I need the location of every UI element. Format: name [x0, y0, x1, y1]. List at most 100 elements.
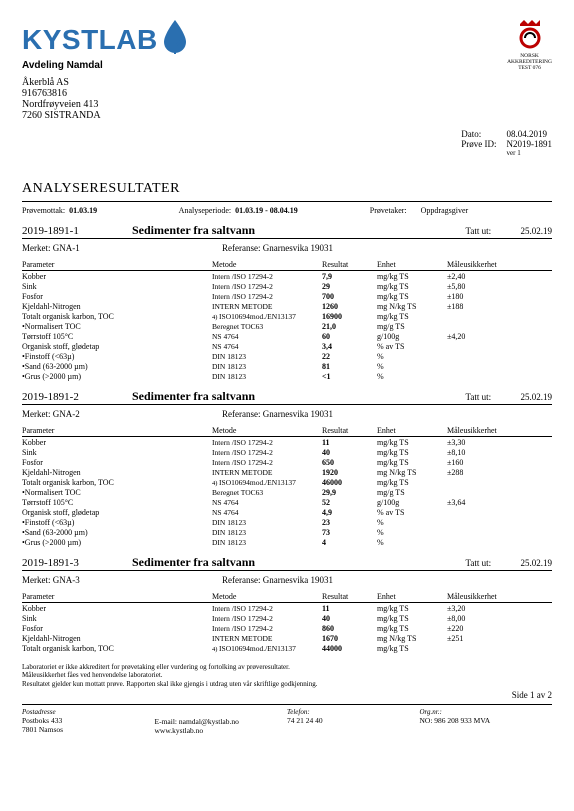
cell-unit: %: [377, 371, 447, 381]
cell-parameter: •Finstoff (<63µ): [22, 517, 212, 527]
col-parameter: Parameter: [22, 591, 212, 603]
table-row: SinkIntern /ISO 17294-240mg/kg TS±8,00: [22, 613, 552, 623]
cell-uncertainty: ±288: [447, 467, 552, 477]
cell-uncertainty: ±160: [447, 457, 552, 467]
cell-uncertainty: [447, 537, 552, 547]
footnote-2: Måleusikkerhet fåes ved henvendelse labo…: [22, 671, 552, 679]
cell-unit: g/100g: [377, 331, 447, 341]
table-row: SinkIntern /ISO 17294-240mg/kg TS±8,10: [22, 447, 552, 457]
cell-method: DIN 18123: [212, 537, 322, 547]
analysis-header-row: Prøvemottak: 01.03.19 Analyseperiode: 01…: [22, 206, 552, 215]
cell-result: 81: [322, 361, 377, 371]
cell-result: 860: [322, 623, 377, 633]
cell-unit: mg/kg TS: [377, 623, 447, 633]
cell-uncertainty: [447, 643, 552, 653]
col-enhet: Enhet: [377, 425, 447, 437]
cell-result: 29: [322, 281, 377, 291]
footnote-3: Resultatet gjelder kun mottatt prøve. Ra…: [22, 680, 552, 688]
referanse: Referanse: Gnarnesvika 19031: [222, 409, 333, 419]
table-row: Totalt organisk karbon, TOC4) ISO10694mo…: [22, 311, 552, 321]
cell-result: 22: [322, 351, 377, 361]
cell-method: NS 4764: [212, 507, 322, 517]
table-row: Totalt organisk karbon, TOC4) ISO10694mo…: [22, 477, 552, 487]
table-row: Tørrstoff 105°CNS 476460g/100g±4,20: [22, 331, 552, 341]
meta-version: ver 1: [507, 149, 553, 157]
cell-method: Intern /ISO 17294-2: [212, 437, 322, 448]
sample-title: Sedimenter fra saltvann: [132, 223, 466, 238]
table-row: Organisk stoff, glødetapNS 47644,9% av T…: [22, 507, 552, 517]
company-name: KYSTLAB: [22, 24, 158, 56]
table-row: •Sand (63-2000 µm)DIN 1812381%: [22, 361, 552, 371]
cell-method: NS 4764: [212, 331, 322, 341]
cell-method: NS 4764: [212, 497, 322, 507]
cell-unit: mg/kg TS: [377, 457, 447, 467]
cell-uncertainty: [447, 321, 552, 331]
cell-unit: mg/kg TS: [377, 271, 447, 282]
col-usikkerhet: Måleusikkerhet: [447, 591, 552, 603]
cell-parameter: Kobber: [22, 271, 212, 282]
cell-parameter: Kjeldahl-Nitrogen: [22, 301, 212, 311]
cell-parameter: Fosfor: [22, 623, 212, 633]
cell-parameter: •Sand (63-2000 µm): [22, 361, 212, 371]
cell-uncertainty: [447, 517, 552, 527]
cell-uncertainty: ±8,00: [447, 613, 552, 623]
cell-result: 7,9: [322, 271, 377, 282]
cell-method: Intern /ISO 17294-2: [212, 603, 322, 614]
table-row: •Finstoff (<63µ)DIN 1812323%: [22, 517, 552, 527]
cell-uncertainty: [447, 351, 552, 361]
cell-unit: %: [377, 361, 447, 371]
cell-method: DIN 18123: [212, 351, 322, 361]
cell-uncertainty: [447, 507, 552, 517]
cell-parameter: •Normalisert TOC: [22, 321, 212, 331]
recipient-block: Åkerblå AS 916763816 Nordfrøyveien 413 7…: [22, 77, 192, 121]
footer-tel-h: Telefon:: [287, 708, 420, 716]
crown-icon: [515, 18, 545, 52]
cell-method: DIN 18123: [212, 527, 322, 537]
taker-label: Prøvetaker:: [370, 206, 407, 215]
cell-unit: mg N/kg TS: [377, 301, 447, 311]
cell-result: 650: [322, 457, 377, 467]
cell-parameter: Sink: [22, 281, 212, 291]
cell-method: DIN 18123: [212, 517, 322, 527]
cell-result: 40: [322, 613, 377, 623]
cell-uncertainty: ±220: [447, 623, 552, 633]
cell-unit: %: [377, 517, 447, 527]
cell-uncertainty: [447, 311, 552, 321]
col-usikkerhet: Måleusikkerhet: [447, 259, 552, 271]
col-resultat: Resultat: [322, 425, 377, 437]
table-row: Organisk stoff, glødetapNS 47643,4% av T…: [22, 341, 552, 351]
table-row: •Grus (>2000 µm)DIN 18123<1%: [22, 371, 552, 381]
cell-unit: % av TS: [377, 507, 447, 517]
sample-id: 2019-1891-1: [22, 225, 132, 237]
cell-uncertainty: ±4,20: [447, 331, 552, 341]
cell-parameter: Kobber: [22, 437, 212, 448]
col-parameter: Parameter: [22, 425, 212, 437]
cell-result: 60: [322, 331, 377, 341]
cell-parameter: •Grus (>2000 µm): [22, 371, 212, 381]
cell-method: DIN 18123: [212, 371, 322, 381]
cell-method: Intern /ISO 17294-2: [212, 291, 322, 301]
department: Avdeling Namdal: [22, 60, 192, 71]
cell-parameter: Sink: [22, 447, 212, 457]
cell-unit: % av TS: [377, 341, 447, 351]
cell-unit: mg/kg TS: [377, 477, 447, 487]
col-resultat: Resultat: [322, 259, 377, 271]
cell-method: Intern /ISO 17294-2: [212, 623, 322, 633]
recipient-addr1: Nordfrøyveien 413: [22, 99, 192, 110]
tatt-label: Tatt ut:: [466, 226, 521, 236]
cell-unit: mg/kg TS: [377, 447, 447, 457]
footer-org: NO: 986 208 933 MVA: [420, 716, 553, 725]
sample-id: 2019-1891-2: [22, 391, 132, 403]
cell-result: 73: [322, 527, 377, 537]
cell-result: 40: [322, 447, 377, 457]
cell-result: <1: [322, 371, 377, 381]
meta-date-value: 08.04.2019: [507, 129, 553, 139]
cell-method: Intern /ISO 17294-2: [212, 613, 322, 623]
table-row: FosforIntern /ISO 17294-2700mg/kg TS±180: [22, 291, 552, 301]
cell-method: Beregnet TOC63: [212, 321, 322, 331]
tatt-value: 25.02.19: [521, 226, 553, 236]
cell-method: NS 4764: [212, 341, 322, 351]
cell-method: 4) ISO10694mod./EN13137: [212, 643, 322, 653]
col-enhet: Enhet: [377, 259, 447, 271]
cell-parameter: Totalt organisk karbon, TOC: [22, 311, 212, 321]
